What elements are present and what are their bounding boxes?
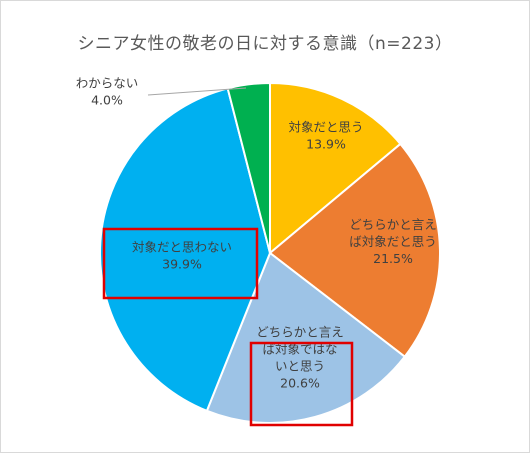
slice-label-5: わからない 4.0% — [76, 76, 139, 108]
slice-name-label: ば対象だと思う — [349, 234, 437, 249]
pie-slice-5 — [226, 81, 271, 254]
slice-value-label: 21.5% — [373, 251, 413, 266]
slice-name-label: ば対象ではな — [262, 342, 337, 357]
pie-slice-4 — [98, 87, 272, 413]
slice-value-label: 20.6% — [280, 376, 320, 391]
slice-name-label: どちらかと言え — [256, 325, 344, 340]
slice-name-label: どちらかと言え — [349, 217, 437, 232]
highlight-box-4 — [102, 227, 259, 300]
slice-value-label: 13.9% — [306, 137, 346, 152]
slice-name-label: 対象だと思う — [288, 120, 363, 135]
slice-value-label: 4.0% — [91, 93, 123, 108]
slice-name-label: わからない — [76, 76, 139, 91]
chart-title: シニア女性の敬老の日に対する意識（n=223） — [77, 34, 453, 54]
pie-slice-2 — [268, 142, 441, 359]
slice-label-4: 対象だと思わない 39.9% — [132, 240, 232, 272]
slice-name-label: いと思う — [275, 359, 325, 374]
pie-slice-1 — [269, 81, 402, 256]
slice-label-1: 対象だと思う 13.9% — [288, 120, 363, 152]
slice-name-label: 対象だと思わない — [132, 240, 232, 255]
slice-label-2: どちらかと言えば対象だと思う 21.5% — [349, 217, 437, 266]
slice-value-label: 39.9% — [162, 257, 202, 272]
slice-label-3: どちらかと言えば対象ではないと思う 20.6% — [256, 325, 344, 391]
highlight-box-3 — [249, 341, 354, 427]
leader-line-5 — [147, 87, 247, 96]
